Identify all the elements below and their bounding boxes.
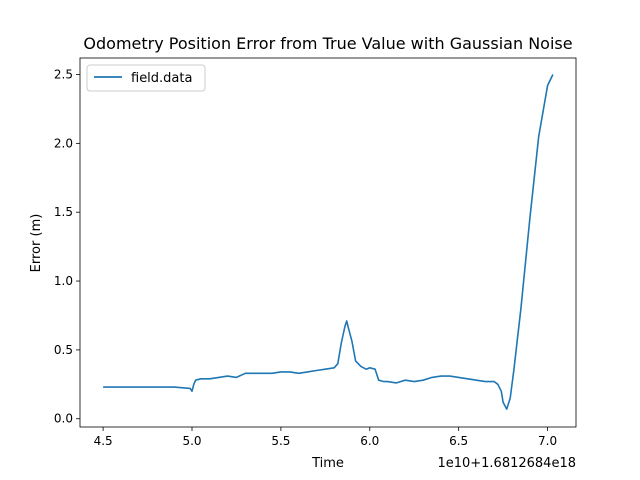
- axes-frame: [79, 57, 577, 428]
- plot-area: [79, 57, 577, 428]
- y-tick-label: 2.0: [54, 136, 73, 150]
- legend: field.data: [86, 64, 206, 92]
- y-tick-label: 0.5: [54, 343, 73, 357]
- x-tick-label: 5.5: [271, 434, 290, 448]
- y-axis-label: Error (m): [29, 214, 44, 273]
- x-tick-label: 4.5: [94, 434, 113, 448]
- chart-title: Odometry Position Error from True Value …: [83, 34, 572, 53]
- y-tick-label: 0.0: [54, 412, 73, 426]
- legend-label-field-data: field.data: [131, 71, 192, 86]
- x-tick-label: 6.0: [360, 434, 379, 448]
- x-tick-label: 7.0: [538, 434, 557, 448]
- x-axis-ticks: 4.5 5.0 5.5 6.0 6.5 7.0: [94, 427, 557, 448]
- y-tick-label: 1.0: [54, 274, 73, 288]
- series-layer: [103, 74, 554, 410]
- legend-box: [86, 64, 206, 92]
- series-line-field-data: [103, 74, 554, 410]
- y-tick-label: 2.5: [54, 68, 73, 82]
- y-axis-ticks: 0.0 0.5 1.0 1.5 2.0 2.5: [54, 68, 80, 426]
- x-axis-offset-label: 1e10+1.6812684e18: [437, 456, 576, 471]
- x-tick-label: 5.0: [182, 434, 201, 448]
- x-axis-label: Time: [311, 456, 344, 471]
- x-tick-label: 6.5: [449, 434, 468, 448]
- y-tick-label: 1.5: [54, 205, 73, 219]
